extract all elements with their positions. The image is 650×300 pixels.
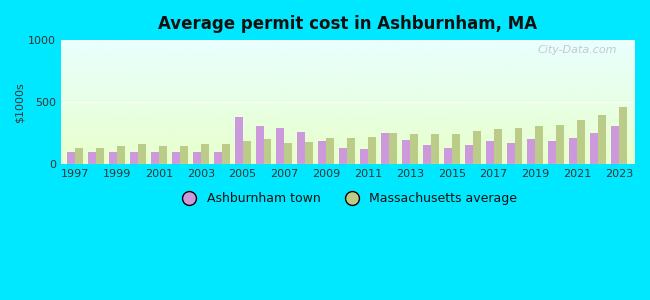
Bar bbox=[515, 128, 523, 164]
Bar bbox=[88, 152, 96, 164]
Bar bbox=[569, 137, 577, 164]
Bar bbox=[201, 144, 209, 164]
Bar bbox=[138, 144, 146, 164]
Y-axis label: $1000s: $1000s bbox=[15, 82, 25, 122]
Bar bbox=[423, 145, 431, 164]
Bar bbox=[276, 128, 285, 164]
Bar bbox=[528, 140, 536, 164]
Bar bbox=[109, 152, 117, 164]
Bar bbox=[360, 149, 368, 164]
Bar bbox=[193, 152, 201, 164]
Bar bbox=[298, 132, 305, 164]
Bar bbox=[402, 140, 410, 164]
Bar bbox=[68, 152, 75, 164]
Text: City-Data.com: City-Data.com bbox=[537, 45, 617, 55]
Bar bbox=[214, 152, 222, 164]
Bar bbox=[263, 140, 272, 164]
Bar bbox=[410, 134, 418, 164]
Bar bbox=[347, 137, 355, 164]
Bar bbox=[444, 148, 452, 164]
Bar bbox=[493, 129, 502, 164]
Bar bbox=[339, 148, 347, 164]
Bar bbox=[180, 146, 188, 164]
Bar bbox=[368, 137, 376, 164]
Bar bbox=[151, 152, 159, 164]
Bar bbox=[285, 142, 292, 164]
Bar bbox=[75, 148, 83, 164]
Bar bbox=[577, 119, 585, 164]
Bar bbox=[96, 148, 104, 164]
Bar bbox=[389, 133, 397, 164]
Bar bbox=[536, 126, 543, 164]
Bar bbox=[506, 142, 515, 164]
Bar bbox=[549, 141, 556, 164]
Bar bbox=[306, 142, 313, 164]
Legend: Ashburnham town, Massachusetts average: Ashburnham town, Massachusetts average bbox=[172, 187, 523, 210]
Title: Average permit cost in Ashburnham, MA: Average permit cost in Ashburnham, MA bbox=[158, 15, 537, 33]
Bar bbox=[598, 115, 606, 164]
Bar bbox=[452, 134, 460, 164]
Bar bbox=[486, 141, 493, 164]
Bar bbox=[159, 146, 167, 164]
Bar bbox=[619, 107, 627, 164]
Bar bbox=[431, 134, 439, 164]
Bar bbox=[130, 152, 138, 164]
Bar bbox=[235, 117, 242, 164]
Bar bbox=[590, 133, 598, 164]
Bar bbox=[318, 141, 326, 164]
Bar bbox=[255, 126, 263, 164]
Bar bbox=[381, 133, 389, 164]
Bar bbox=[326, 138, 334, 164]
Bar bbox=[242, 141, 250, 164]
Bar bbox=[222, 144, 229, 164]
Bar bbox=[117, 146, 125, 164]
Bar bbox=[611, 126, 619, 164]
Bar bbox=[556, 125, 564, 164]
Bar bbox=[172, 152, 180, 164]
Bar bbox=[473, 131, 480, 164]
Bar bbox=[465, 145, 473, 164]
